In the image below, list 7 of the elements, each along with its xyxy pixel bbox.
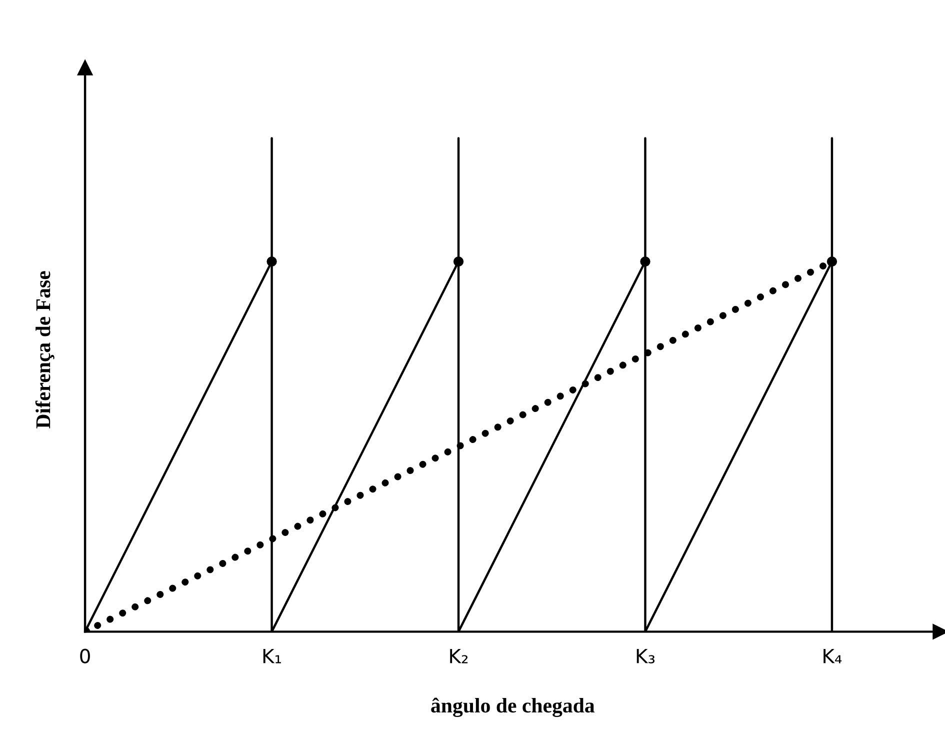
y-axis-title: Diferença de Fase — [35, 271, 54, 428]
x-tick-label: 0 — [80, 648, 90, 664]
x-tick-label: K₂ — [450, 648, 468, 664]
x-tick-label: K₄ — [824, 648, 842, 664]
x-tick-label: K₁ — [263, 648, 281, 664]
x-tick-label: K₃ — [636, 648, 655, 664]
x-axis-title: ângulo de chegada — [431, 698, 595, 718]
